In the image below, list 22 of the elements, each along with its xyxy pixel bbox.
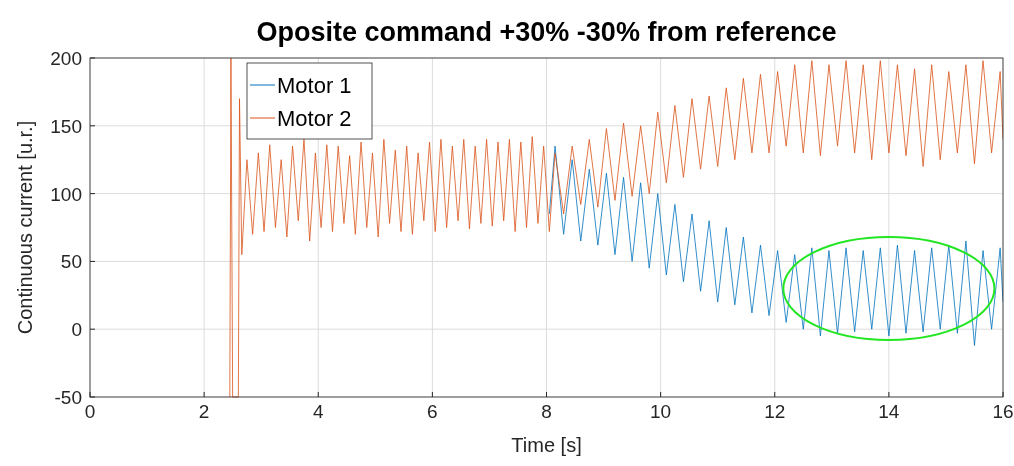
x-tick-label: 12 — [764, 401, 786, 422]
y-tick-label: 0 — [71, 319, 82, 341]
legend-label: Motor 1 — [277, 73, 352, 98]
y-tick-label: 150 — [50, 115, 82, 137]
y-tick-label: -50 — [54, 387, 82, 408]
legend-label: Motor 2 — [277, 106, 352, 131]
x-tick-label: 6 — [427, 401, 438, 422]
x-tick-label: 0 — [84, 401, 96, 422]
x-tick-label: 4 — [312, 401, 324, 422]
line-series — [229, 57, 1003, 398]
x-tick-label: 16 — [992, 401, 1014, 422]
x-tick-label: 2 — [198, 401, 210, 422]
x-axis-title: Time [s] — [511, 434, 582, 456]
x-tick-label: 14 — [878, 401, 900, 422]
y-tick-label: 200 — [50, 48, 82, 69]
x-tick-label: 10 — [650, 401, 672, 422]
x-tick-label: 8 — [541, 401, 552, 422]
y-axis-title: Continuous current [u.r.] — [14, 120, 36, 335]
y-tick-label: 50 — [60, 251, 82, 273]
y-tick-label: 100 — [50, 183, 82, 205]
line-series — [548, 145, 1003, 346]
chart-title: Oposite command +30% -30% from reference — [256, 17, 837, 47]
